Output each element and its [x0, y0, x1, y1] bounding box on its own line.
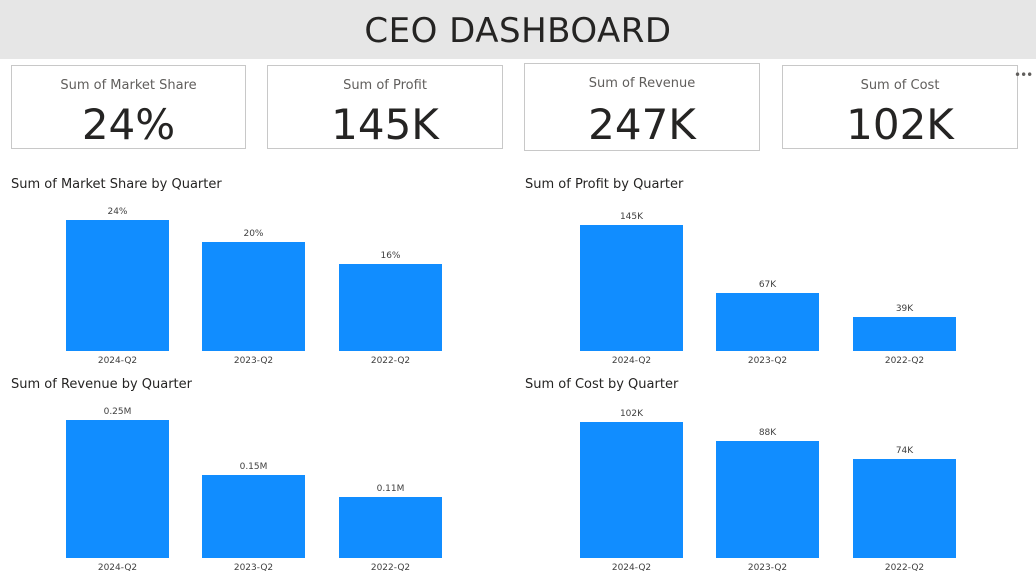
data-label: 102K: [620, 409, 644, 419]
bar-2022-Q2[interactable]: [853, 317, 956, 351]
data-label: 0.15M: [240, 462, 268, 472]
x-tick-label: 2022-Q2: [885, 563, 924, 573]
x-tick-label: 2023-Q2: [234, 356, 273, 366]
chart-svg: 102K 2024-Q2 88K 2023-Q2 74K 2022-Q2: [580, 409, 956, 573]
chart-title: Sum of Profit by Quarter: [525, 177, 684, 192]
x-tick-label: 2022-Q2: [885, 356, 924, 366]
data-label: 39K: [896, 304, 914, 314]
x-tick-label: 2024-Q2: [98, 563, 137, 573]
kpi-value: 102K: [846, 100, 954, 149]
data-label: 67K: [759, 280, 777, 290]
chart-profit[interactable]: Sum of Profit by Quarter 145K 2024-Q2 67K 2…: [525, 177, 1025, 377]
chart-title: Sum of Market Share by Quarter: [11, 177, 222, 192]
kpi-label: Sum of Cost: [860, 78, 940, 93]
page-title: CEO DASHBOARD: [364, 10, 672, 51]
data-label: 0.25M: [104, 407, 132, 417]
bar-2023-Q2[interactable]: [716, 293, 819, 351]
x-tick-label: 2022-Q2: [371, 356, 410, 366]
chart-svg: 145K 2024-Q2 67K 2023-Q2 39K 2022-Q2: [580, 212, 956, 366]
kpi-value: 247K: [588, 100, 696, 149]
kpi-card-revenue[interactable]: Sum of Revenue 247K: [524, 63, 760, 151]
data-label: 24%: [107, 207, 127, 217]
chart-svg: 24% 2024-Q2 20% 2023-Q2 16% 2022-Q2: [66, 207, 442, 366]
bar-2024-Q2[interactable]: [66, 220, 169, 351]
x-tick-label: 2024-Q2: [612, 356, 651, 366]
x-tick-label: 2023-Q2: [748, 356, 787, 366]
kpi-card-profit[interactable]: Sum of Profit 145K: [267, 65, 503, 149]
data-label: 0.11M: [377, 484, 405, 494]
kpi-label: Sum of Profit: [343, 78, 427, 93]
chart-revenue[interactable]: Sum of Revenue by Quarter 0.25M 2024-Q2 0.…: [11, 377, 511, 577]
chart-title: Sum of Revenue by Quarter: [11, 377, 192, 392]
kpi-value: 145K: [331, 100, 439, 149]
data-label: 145K: [620, 212, 644, 222]
kpi-label: Sum of Revenue: [588, 76, 696, 91]
x-tick-label: 2022-Q2: [371, 563, 410, 573]
bar-2023-Q2[interactable]: [202, 242, 305, 351]
x-tick-label: 2023-Q2: [234, 563, 273, 573]
bar-2023-Q2[interactable]: [716, 441, 819, 558]
data-label: 16%: [380, 251, 400, 261]
chart-cost[interactable]: Sum of Cost by Quarter 102K 2024-Q2 88K 202…: [525, 377, 1025, 577]
data-label: 88K: [759, 428, 777, 438]
data-label: 20%: [243, 229, 263, 239]
dashboard-header: CEO DASHBOARD: [0, 0, 1036, 59]
x-tick-label: 2024-Q2: [98, 356, 137, 366]
kpi-card-market-share[interactable]: Sum of Market Share 24%: [11, 65, 246, 149]
kpi-label: Sum of Market Share: [60, 78, 197, 93]
kpi-value: 24%: [81, 100, 176, 149]
x-tick-label: 2024-Q2: [612, 563, 651, 573]
x-tick-label: 2023-Q2: [748, 563, 787, 573]
bar-2022-Q2[interactable]: [853, 459, 956, 558]
bar-2023-Q2[interactable]: [202, 475, 305, 558]
data-label: 74K: [896, 446, 914, 456]
bar-2022-Q2[interactable]: [339, 264, 442, 351]
bar-2024-Q2[interactable]: [580, 225, 683, 351]
chart-svg: 0.25M 2024-Q2 0.15M 2023-Q2 0.11M 2022-Q2: [66, 407, 442, 573]
more-options-icon[interactable]: •••: [1014, 68, 1033, 82]
bar-2024-Q2[interactable]: [66, 420, 169, 558]
kpi-card-cost[interactable]: Sum of Cost 102K: [782, 65, 1018, 149]
chart-market-share[interactable]: Sum of Market Share by Quarter 24% 2024-Q…: [11, 177, 511, 377]
bar-2022-Q2[interactable]: [339, 497, 442, 558]
bar-2024-Q2[interactable]: [580, 422, 683, 558]
chart-title: Sum of Cost by Quarter: [525, 377, 679, 392]
